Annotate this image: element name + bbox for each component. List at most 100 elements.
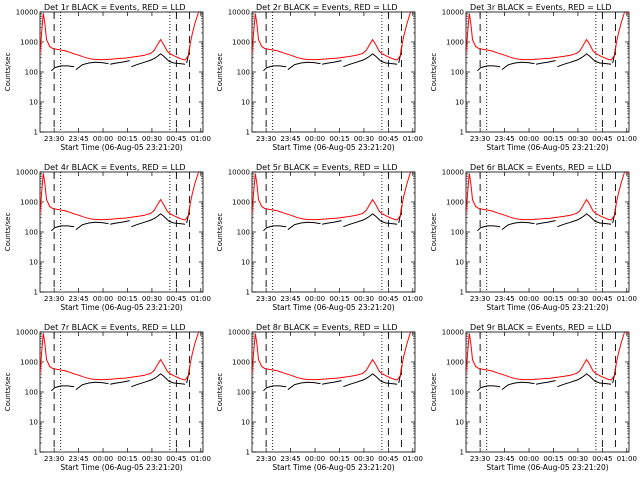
y-tick-label: 1000 (446, 39, 464, 47)
x-tick-label: 00:45 (592, 455, 612, 463)
x-tick-label: 00:15 (543, 455, 563, 463)
x-tick-label: 00:45 (166, 135, 186, 143)
x-axis-label: Start Time (06-Aug-05 23:21:20) (486, 463, 608, 472)
panel-title: Det 1r BLACK = Events, RED = LLD (44, 3, 186, 12)
x-tick-label: 00:45 (166, 455, 186, 463)
x-tick-label: 00:00 (519, 135, 539, 143)
y-tick-label: 1 (246, 289, 250, 297)
y-axis-label: Counts/sec (4, 373, 12, 412)
x-tick-label: 01:00 (617, 295, 637, 303)
y-tick-label: 10000 (16, 9, 38, 17)
lld-series-line (466, 12, 626, 61)
events-series-line (287, 221, 321, 230)
events-series-line (557, 53, 612, 68)
x-tick-label: 01:00 (191, 295, 211, 303)
x-tick-label: 23:30 (44, 455, 64, 463)
x-tick-label: 00:30 (354, 135, 374, 143)
lld-series-line (252, 172, 412, 221)
x-tick-label: 23:45 (494, 455, 514, 463)
x-tick-label: 23:30 (470, 135, 490, 143)
y-tick-label: 100 (25, 229, 38, 237)
y-tick-label: 1000 (232, 39, 250, 47)
x-tick-label: 00:45 (378, 295, 398, 303)
data-layer (466, 172, 626, 232)
lld-series-line (252, 332, 412, 381)
y-tick-label: 10000 (442, 329, 464, 337)
events-series-line (287, 61, 321, 70)
x-tick-label: 23:45 (68, 135, 88, 143)
x-tick-label: 23:45 (280, 135, 300, 143)
y-axis-label: Counts/sec (430, 373, 438, 412)
y-tick-label: 10000 (442, 9, 464, 17)
panel-title: Det 8r BLACK = Events, RED = LLD (256, 323, 398, 332)
data-layer (40, 172, 200, 232)
plot-frame (465, 331, 630, 453)
events-series-line (535, 60, 556, 65)
y-tick-label: 10000 (16, 329, 38, 337)
data-layer (252, 172, 412, 232)
events-series-line (287, 381, 321, 390)
panel: Det 5r BLACK = Events, RED = LLD 1 10 100 10… (216, 163, 423, 312)
x-tick-label: 00:00 (519, 295, 539, 303)
plot-frame (251, 11, 416, 133)
y-tick-label: 10 (29, 259, 38, 267)
y-tick-label: 10 (29, 419, 38, 427)
panel: Det 9r BLACK = Events, RED = LLD 1 10 100 10… (430, 323, 637, 472)
x-tick-label: 00:30 (568, 455, 588, 463)
panel-title: Det 4r BLACK = Events, RED = LLD (44, 163, 186, 172)
x-tick-label: 00:15 (117, 295, 137, 303)
x-tick-label: 00:15 (329, 295, 349, 303)
y-tick-label: 10 (455, 259, 464, 267)
x-tick-label: 01:00 (403, 295, 423, 303)
panel: Det 4r BLACK = Events, RED = LLD 1 10 100 10… (4, 163, 211, 312)
x-tick-label: 00:45 (592, 135, 612, 143)
panel-title: Det 7r BLACK = Events, RED = LLD (44, 323, 186, 332)
x-tick-label: 00:00 (93, 455, 113, 463)
y-tick-label: 100 (451, 389, 464, 397)
x-axis-label: Start Time (06-Aug-05 23:21:20) (486, 143, 608, 152)
x-axis-label: Start Time (06-Aug-05 23:21:20) (60, 143, 182, 152)
y-axis-label: Counts/sec (4, 53, 12, 92)
events-series-line (343, 53, 398, 68)
data-layer (252, 12, 412, 72)
plot-frame (39, 11, 204, 133)
panel: Det 8r BLACK = Events, RED = LLD 1 10 100 10… (216, 323, 423, 472)
y-tick-label: 100 (237, 69, 250, 77)
y-tick-label: 100 (237, 389, 250, 397)
x-tick-label: 23:30 (470, 295, 490, 303)
x-tick-label: 23:30 (256, 135, 276, 143)
panel-title: Det 3r BLACK = Events, RED = LLD (470, 3, 612, 12)
y-tick-label: 1 (34, 449, 38, 457)
panel: Det 2r BLACK = Events, RED = LLD 1 10 100 10… (216, 3, 423, 152)
events-series-line (322, 380, 342, 385)
y-tick-label: 100 (237, 229, 250, 237)
x-tick-label: 23:45 (280, 455, 300, 463)
y-tick-label: 1000 (446, 359, 464, 367)
events-series-line (501, 221, 535, 230)
events-series-line (535, 380, 556, 385)
x-tick-label: 01:00 (403, 135, 423, 143)
data-layer (40, 332, 200, 392)
events-series-line (110, 380, 130, 385)
y-tick-label: 1 (34, 289, 38, 297)
x-tick-label: 23:30 (44, 135, 64, 143)
events-series-line (557, 213, 612, 228)
events-series-line (263, 225, 287, 232)
events-series-line (131, 213, 186, 228)
lld-series-line (40, 332, 200, 381)
y-axis-label: Counts/sec (430, 213, 438, 252)
x-tick-label: 00:00 (93, 295, 113, 303)
y-tick-label: 100 (451, 69, 464, 77)
x-tick-label: 00:00 (305, 135, 325, 143)
y-tick-label: 1000 (232, 199, 250, 207)
x-tick-label: 23:45 (68, 455, 88, 463)
x-tick-label: 23:45 (494, 295, 514, 303)
data-layer (252, 332, 412, 392)
x-tick-label: 00:45 (166, 295, 186, 303)
x-tick-label: 23:45 (494, 135, 514, 143)
events-series-line (557, 373, 612, 388)
x-tick-label: 23:30 (470, 455, 490, 463)
events-series-line (263, 385, 287, 392)
y-tick-label: 1000 (20, 39, 38, 47)
y-tick-label: 10 (241, 99, 250, 107)
